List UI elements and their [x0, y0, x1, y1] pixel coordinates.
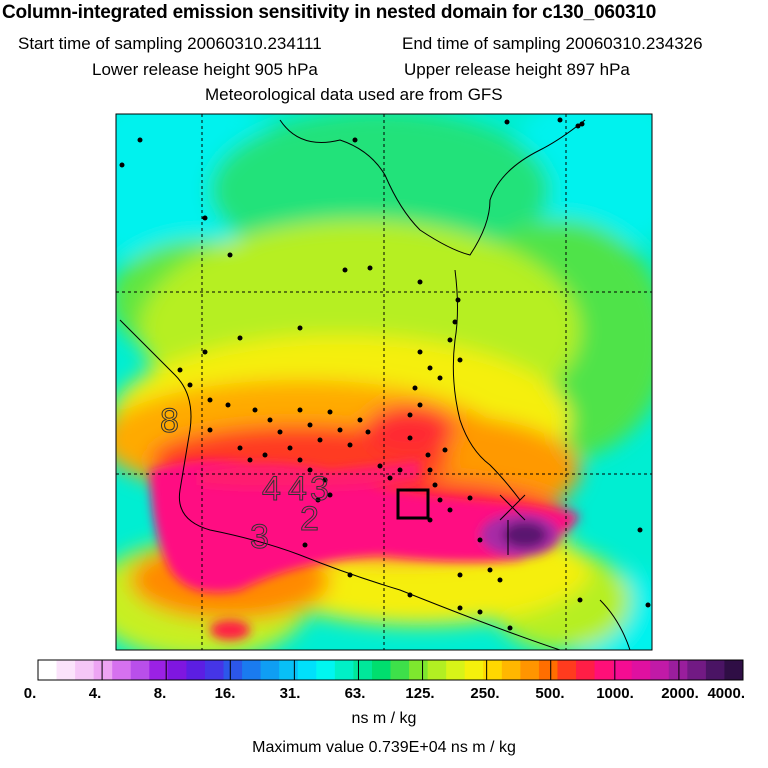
coastline: [119, 119, 631, 650]
colorbar-swatch: [594, 660, 614, 680]
max-value-label: Maximum value 0.739E+04 ns m / kg: [252, 739, 516, 756]
grid-lines: [116, 114, 652, 650]
colorbar-swatch: [204, 660, 225, 680]
colorbar-swatch: [334, 660, 354, 680]
colorbar-tick-label: 125.: [405, 685, 434, 702]
colorbar-tick-label: 31.: [280, 685, 301, 702]
upper-release-label: Upper release height 897 hPa: [404, 60, 630, 79]
chart-title: Column-integrated emission sensitivity i…: [2, 2, 657, 23]
colorbar-swatch: [427, 660, 447, 680]
colorbar-units: ns m / kg: [351, 710, 417, 727]
colorbar-swatch: [75, 660, 95, 680]
sensitivity-field: 8 4 2 3 4 3: [116, 114, 652, 650]
colorbar-swatch: [316, 660, 336, 680]
contour-label: 2: [300, 500, 319, 538]
contour-label: 3: [310, 470, 329, 508]
colorbar-tick-label: 8.: [154, 685, 167, 702]
colorbar-swatch: [93, 660, 113, 680]
contour-label: 4: [262, 470, 281, 508]
colorbar-tick-label: 500.: [535, 685, 564, 702]
contour-label: 8: [160, 402, 179, 440]
colorbar-swatch: [409, 660, 429, 680]
start-time-label: Start time of sampling 20060310.234111: [18, 34, 322, 53]
colorbar-swatch: [223, 660, 243, 680]
colorbar-swatch: [186, 660, 206, 680]
colorbar-tick-label: 4.: [89, 685, 102, 702]
colorbar-tick-label: 63.: [345, 685, 366, 702]
colorbar-swatch: [501, 660, 521, 680]
colorbar-swatch: [483, 660, 503, 680]
colorbar-swatch: [631, 660, 651, 680]
colorbar-swatch: [38, 660, 58, 680]
contour-label: 4: [288, 470, 307, 508]
colorbar-swatch: [260, 660, 280, 680]
plot-frame: [115, 113, 653, 651]
colorbar-tick-label: 2000.: [661, 685, 699, 702]
colorbar-swatch: [520, 660, 540, 680]
colorbar-tick-labels: 0. 4. 8. 16. 31. 63. 125. 250. 500. 1000. 2000. 400…: [24, 660, 745, 702]
colorbar-swatch: [613, 660, 633, 680]
end-time-label: End time of sampling 20060310.234326: [402, 34, 703, 53]
colorbar-swatch: [130, 660, 150, 680]
colorbar-tick-label: 1000.: [596, 685, 634, 702]
colorbar-swatch: [167, 660, 187, 680]
colorbar-swatch: [576, 660, 596, 680]
receptor-box: [396, 488, 430, 520]
colorbar-swatch: [56, 660, 76, 680]
max-marker: [499, 494, 526, 555]
colorbar-swatch: [446, 660, 466, 680]
colorbar-swatch: [242, 660, 262, 680]
colorbar: [37, 659, 744, 681]
met-data-label: Meteorological data used are from GFS: [205, 85, 503, 104]
colorbar-swatch: [297, 660, 317, 680]
colorbar-swatch: [650, 660, 670, 680]
colorbar-swatch: [464, 660, 484, 680]
contour-label: 3: [250, 518, 269, 556]
colorbar-swatch: [705, 660, 725, 680]
colorbar-swatch: [390, 660, 410, 680]
colorbar-tick-label: 16.: [215, 685, 236, 702]
colorbar-swatch: [371, 660, 391, 680]
colorbar-swatch: [112, 660, 132, 680]
colorbar-tick-label: 4000.: [707, 685, 745, 702]
colorbar-swatch: [353, 660, 373, 680]
colorbar-swatch: [687, 660, 707, 680]
colorbar-swatch: [149, 660, 169, 680]
colorbar-tick-label: 0.: [24, 685, 37, 702]
colorbar-swatch: [557, 660, 577, 680]
colorbar-swatch: [668, 660, 688, 680]
colorbar-swatch: [279, 660, 299, 680]
colorbar-swatch: [538, 660, 558, 680]
lower-release-label: Lower release height 905 hPa: [92, 60, 318, 79]
colorbar-tick-label: 250.: [470, 685, 499, 702]
colorbar-swatch: [724, 660, 744, 680]
